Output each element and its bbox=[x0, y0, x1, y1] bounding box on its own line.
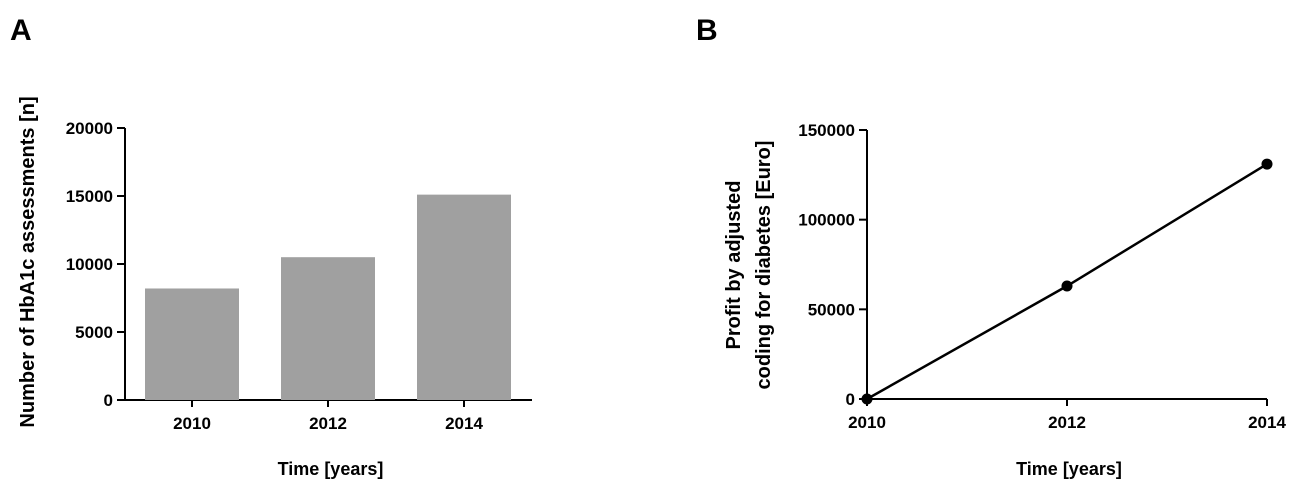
y-tick-label: 50000 bbox=[808, 300, 855, 319]
x-tick-label: 2010 bbox=[848, 413, 886, 432]
y-tick-label: 0 bbox=[846, 390, 855, 409]
bar bbox=[281, 257, 375, 400]
x-tick-label: 2014 bbox=[1248, 413, 1286, 432]
y-tick-label: 100000 bbox=[798, 211, 855, 230]
line-chart: 0 50000 100000 150000 2010 2012 2014 Time [year… bbox=[723, 121, 1286, 479]
x-tick-label: 2014 bbox=[445, 414, 483, 433]
x-tick-label: 2010 bbox=[173, 414, 211, 433]
data-point bbox=[861, 393, 873, 405]
y-axis-title-line-2: coding for diabetes [Euro] bbox=[753, 141, 775, 390]
y-tick-label: 20000 bbox=[66, 119, 113, 138]
x-axis-title: Time [years] bbox=[1016, 459, 1122, 479]
y-axis-title: Number of HbA1c assessments [n] bbox=[17, 96, 39, 427]
data-point bbox=[1261, 158, 1273, 170]
panel-label-b: B bbox=[696, 14, 718, 47]
bar-chart: 0 5000 10000 15000 20000 2010 2012 2014 Time [ye… bbox=[17, 96, 532, 479]
y-axis-title-line-1: Profit by adjusted bbox=[723, 181, 745, 350]
x-axis-title: Time [years] bbox=[278, 459, 384, 479]
bar bbox=[417, 194, 511, 400]
x-tick-label: 2012 bbox=[309, 414, 347, 433]
data-point bbox=[1061, 280, 1073, 292]
y-tick-label: 15000 bbox=[66, 187, 113, 206]
y-tick-label: 0 bbox=[104, 391, 113, 410]
panel-label-a: A bbox=[10, 14, 32, 47]
y-tick-label: 5000 bbox=[75, 323, 113, 342]
x-tick-label: 2012 bbox=[1048, 413, 1086, 432]
y-tick-label: 150000 bbox=[798, 121, 855, 140]
y-tick-label: 10000 bbox=[66, 255, 113, 274]
bar bbox=[145, 288, 239, 400]
